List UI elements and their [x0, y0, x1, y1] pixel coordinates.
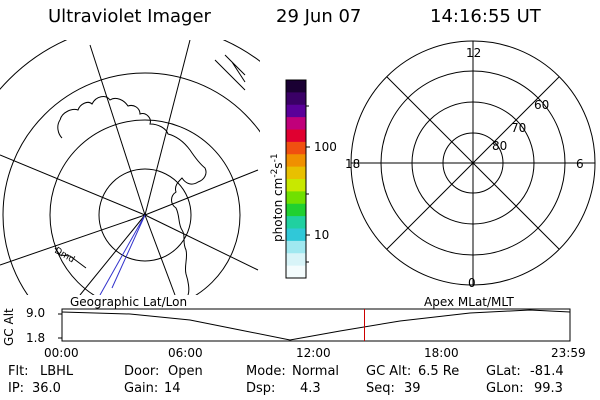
lon-line	[144, 40, 191, 216]
colorbar-band	[286, 191, 306, 205]
instrument-title: Ultraviolet Imager	[48, 6, 211, 27]
colorbar-frame	[285, 79, 307, 279]
colorbar-band	[286, 228, 306, 242]
mode-value: Normal	[292, 364, 340, 379]
altitude-curve	[61, 309, 571, 341]
lat-circle	[2, 72, 260, 295]
lat-label-80: 80	[492, 139, 508, 153]
altitude-axis-label: GC Alt	[2, 308, 16, 346]
colorbar-label-100: 100	[314, 140, 337, 154]
door-value: Open	[168, 364, 203, 379]
x-tick-label: 00:00	[44, 346, 79, 360]
lon-line	[89, 44, 146, 216]
colorbar-band	[286, 240, 306, 254]
ip-value: 36.0	[32, 381, 61, 396]
seq-label: Seq:	[366, 381, 395, 396]
unit-exponent: -1	[270, 153, 280, 163]
colorbar-band	[286, 129, 306, 143]
mlt-label-0: 0	[468, 276, 476, 290]
colorbar-band	[286, 104, 306, 118]
colorbar-band	[286, 265, 306, 279]
lat-label-60: 60	[534, 98, 550, 112]
lon-line	[0, 154, 146, 216]
ip-label: IP:	[8, 381, 25, 396]
glon-label: GLon:	[486, 381, 524, 396]
lon-line	[144, 169, 259, 216]
antarctica-coastline	[54, 247, 87, 269]
lon-line	[0, 214, 146, 266]
lon-line	[144, 214, 259, 271]
x-tick-label: 23:59	[551, 346, 586, 360]
lat-circle	[98, 168, 192, 262]
unit-text: s	[271, 162, 285, 169]
lon-line	[144, 214, 176, 295]
altitude-max-label: 9.0	[26, 306, 46, 320]
color-scale-bar	[286, 80, 306, 279]
colorbar-band	[286, 154, 306, 168]
glat-label: GLat:	[486, 364, 521, 379]
colorbar-label-10: 10	[314, 228, 330, 242]
door-label: Door:	[124, 364, 160, 379]
lat-label-70: 70	[511, 121, 527, 135]
glon-value: 99.3	[534, 381, 563, 396]
polar-plot	[350, 40, 596, 286]
antarctica-coastline	[57, 119, 63, 139]
mlt-label-12: 12	[466, 46, 482, 60]
coast-fragment	[214, 54, 246, 91]
terminator-line	[99, 214, 146, 295]
lat-circle	[49, 119, 241, 295]
x-tick-label: 12:00	[296, 346, 331, 360]
time-label: 14:16:55 UT	[430, 6, 541, 27]
date-label: 29 Jun 07	[276, 6, 362, 27]
curve-label: Dmd	[53, 246, 77, 265]
unit-text: photon cm	[271, 177, 285, 242]
mlt-label-6: 6	[576, 157, 584, 171]
glat-value: -81.4	[530, 364, 564, 379]
dsp-value: 4.3	[300, 381, 321, 396]
colorbar-band	[286, 203, 306, 217]
altitude-strip-frame	[61, 308, 571, 342]
colorbar-band	[286, 92, 306, 106]
gcalt-label: GC Alt:	[366, 364, 412, 379]
seq-value: 39	[404, 381, 421, 396]
colorbar-band	[286, 80, 306, 93]
flt-value: LBHL	[40, 364, 74, 379]
colorbar-unit-label: photon cm-2s-1	[270, 122, 285, 242]
x-tick-label: 06:00	[168, 346, 203, 360]
gcalt-value: 6.5 Re	[418, 364, 460, 379]
colorbar-band	[286, 117, 306, 130]
unit-exponent: -2	[270, 168, 280, 178]
colorbar-band	[286, 141, 306, 155]
altitude-min-label: 1.8	[26, 331, 46, 345]
colorbar-band	[286, 216, 306, 229]
flt-label: Flt:	[8, 364, 29, 379]
apex-label: Apex MLat/MLT	[424, 295, 514, 309]
antarctica-coastline	[59, 96, 207, 295]
mlt-label-18: 18	[345, 157, 361, 171]
colorbar-band	[286, 166, 306, 180]
colorbar-band	[286, 179, 306, 192]
geographic-map	[0, 40, 260, 295]
gain-value: 14	[164, 381, 181, 396]
polar-axis	[386, 76, 560, 250]
geographic-label: Geographic Lat/Lon	[70, 295, 188, 309]
colorbar-band	[286, 253, 306, 267]
lon-line	[79, 214, 146, 295]
x-tick-label: 18:00	[424, 346, 459, 360]
dsp-label: Dsp:	[246, 381, 276, 396]
gain-label: Gain:	[124, 381, 159, 396]
mode-label: Mode:	[246, 364, 286, 379]
